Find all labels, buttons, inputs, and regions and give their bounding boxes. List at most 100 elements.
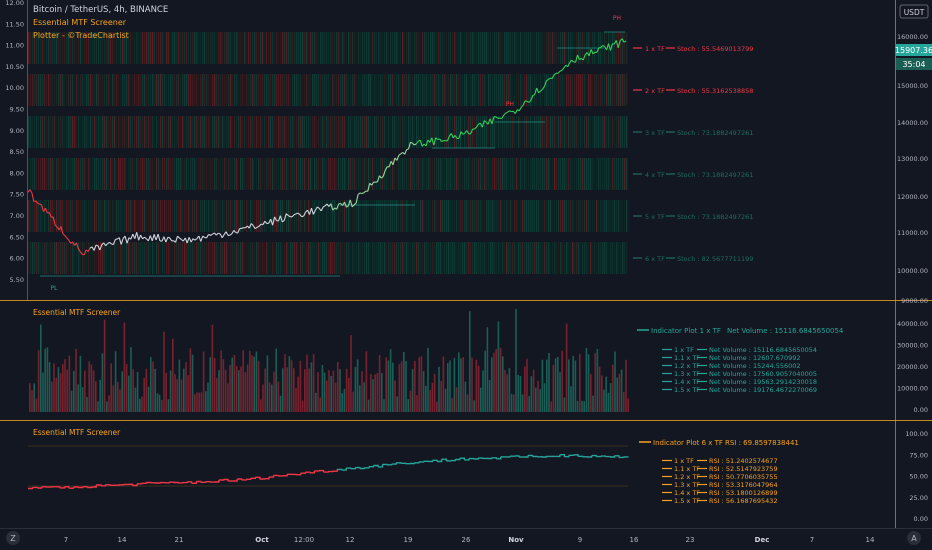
- heatmap-stripe: [340, 116, 342, 148]
- heatmap-stripe: [104, 32, 106, 64]
- auto-scale-button[interactable]: [907, 531, 921, 545]
- heatmap-stripe: [294, 242, 296, 274]
- volume-bar: [165, 372, 167, 412]
- heatmap-stripe: [38, 158, 40, 190]
- volume-bar: [42, 372, 44, 412]
- volume-pane-title[interactable]: Essential MTF Screener: [33, 308, 121, 317]
- heatmap-stripe: [138, 116, 140, 148]
- heatmap-stripe: [262, 200, 264, 232]
- price-segment: [262, 220, 266, 225]
- heatmap-stripe: [548, 116, 550, 148]
- heatmap-stripe: [94, 32, 96, 64]
- price-segment: [396, 155, 400, 161]
- heatmap-stripe: [452, 158, 454, 190]
- main-indicator-name[interactable]: Essential MTF Screener: [33, 18, 127, 27]
- heatmap-stripe: [398, 32, 400, 64]
- heatmap-stripe: [72, 158, 74, 190]
- heatmap-stripe: [564, 116, 566, 148]
- heatmap-stripe: [236, 242, 238, 274]
- heatmap-stripe: [62, 158, 64, 190]
- heatmap-stripe: [72, 74, 74, 106]
- volume-bar: [447, 363, 449, 412]
- price-segment: [561, 67, 565, 71]
- heatmap-stripe: [84, 242, 86, 274]
- volume-bar: [337, 362, 339, 412]
- heatmap-stripe: [450, 242, 452, 274]
- heatmap-stripe: [540, 32, 542, 64]
- volume-bar: [103, 319, 106, 412]
- heatmap-stripe: [606, 200, 608, 232]
- heatmap-stripe: [204, 200, 206, 232]
- price-segment: [124, 235, 128, 244]
- heatmap-stripe: [244, 200, 246, 232]
- heatmap-stripe: [472, 32, 474, 64]
- heatmap-stripe: [554, 200, 556, 232]
- heatmap-stripe: [568, 158, 570, 190]
- heatmap-stripe: [626, 74, 628, 106]
- price-segment: [483, 120, 487, 123]
- currency-badge[interactable]: [899, 4, 929, 19]
- time-axis[interactable]: 7 14 21 Oct 12:00 12 19 26 Nov 9 16 23 Dec 7 14: [64, 536, 875, 544]
- heatmap-stripe: [484, 74, 486, 106]
- heatmap-stripe: [42, 116, 44, 148]
- volume-bar: [585, 348, 588, 412]
- price-segment: [536, 87, 540, 94]
- plotter-credit[interactable]: Plotter - ©TradeChartist: [33, 31, 129, 40]
- heatmap-stripe: [230, 200, 232, 232]
- heatmap-stripe: [252, 32, 254, 64]
- heatmap-stripe: [358, 116, 360, 148]
- heatmap-stripe: [440, 158, 442, 190]
- rsi-pane-title[interactable]: Essential MTF Screener: [33, 428, 121, 437]
- volume-row-tf: 1.5 x TF: [674, 386, 700, 394]
- heatmap-stripe: [330, 242, 332, 274]
- heatmap-stripe: [554, 32, 556, 64]
- heatmap-stripe: [624, 74, 626, 106]
- heatmap-stripe: [264, 74, 266, 106]
- heatmap-stripe: [40, 74, 42, 106]
- volume-bar: [213, 358, 216, 412]
- volume-bar: [418, 357, 420, 412]
- heatmap-stripe: [154, 242, 156, 274]
- heatmap-stripe: [546, 200, 548, 232]
- volume-bar: [407, 399, 409, 412]
- price-segment: [579, 57, 582, 60]
- heatmap-stripe: [616, 74, 618, 106]
- heatmap-stripe: [164, 116, 166, 148]
- heatmap-stripe: [304, 242, 306, 274]
- heatmap-stripe: [96, 200, 98, 232]
- heatmap-stripe: [172, 242, 174, 274]
- heatmap-stripe: [198, 158, 200, 190]
- symbol-title: Bitcoin / TetherUS, 4h, BINANCE: [33, 5, 168, 15]
- heatmap-stripe: [104, 242, 106, 274]
- band-label-value: Stoch : 55.3162538858: [677, 87, 753, 95]
- heatmap-stripe: [580, 242, 582, 274]
- heatmap-stripe: [210, 158, 212, 190]
- price-segment: [507, 110, 510, 113]
- rsi-step: [137, 483, 143, 485]
- heatmap-stripe: [530, 200, 532, 232]
- left-price-axis[interactable]: 12.0011.5011.0010.5010.009.509.008.508.0…: [5, 0, 24, 284]
- volume-bar: [526, 358, 528, 412]
- heatmap-stripe: [330, 116, 332, 148]
- price-segment: [163, 236, 167, 243]
- heatmap-stripe: [212, 200, 214, 232]
- heatmap-stripe: [388, 242, 390, 274]
- heatmap-stripe: [94, 74, 96, 106]
- heatmap-stripe: [374, 242, 376, 274]
- heatmap-stripe: [42, 242, 44, 274]
- heatmap-stripe: [430, 200, 432, 232]
- heatmap-stripe: [34, 158, 36, 190]
- heatmap-stripe: [488, 32, 490, 64]
- heatmap-stripe: [526, 74, 528, 106]
- heatmap-stripe: [300, 32, 302, 64]
- heatmap-stripe: [134, 74, 136, 106]
- volume-bar: [310, 362, 313, 412]
- volume-bar: [121, 371, 123, 412]
- right-price-axis[interactable]: 16000.0015000.0014000.0013000.0012000.00…: [897, 33, 928, 305]
- heatmap-stripe: [518, 116, 520, 148]
- heatmap-stripe: [264, 200, 266, 232]
- heatmap-stripe: [286, 74, 288, 106]
- zoom-reset-button[interactable]: [6, 531, 20, 545]
